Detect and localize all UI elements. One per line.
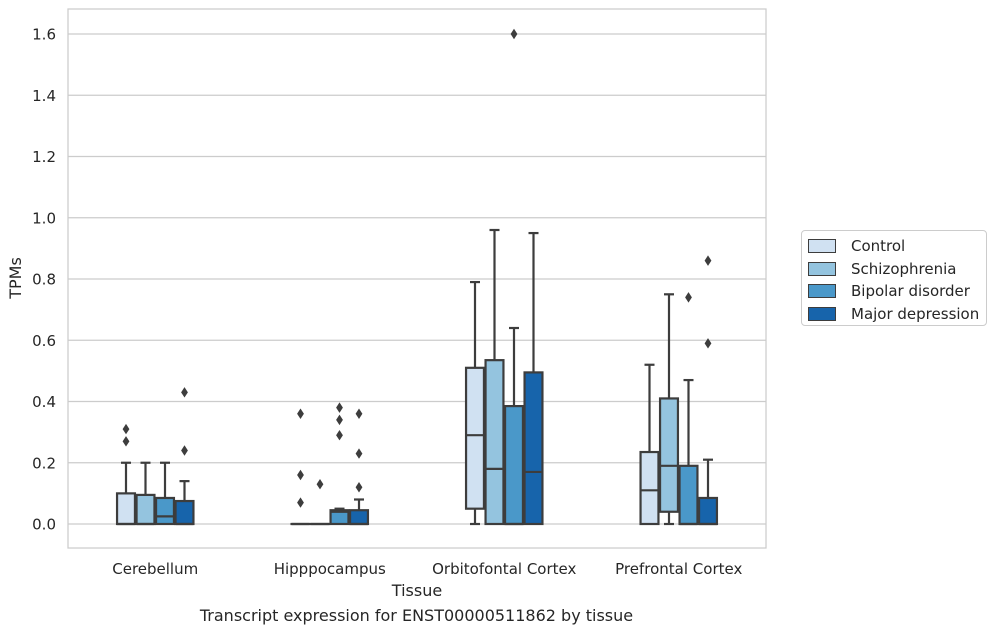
legend-item: Bipolar disorder: [808, 280, 986, 303]
box-control: [290, 408, 311, 526]
legend-label: Bipolar disorder: [851, 282, 970, 301]
outlier-point: [355, 482, 363, 493]
outlier-point: [704, 255, 712, 266]
box-body: [154, 496, 176, 526]
y-tick-label: 1.6: [32, 26, 56, 44]
outlier-point: [297, 408, 304, 419]
box-body: [523, 371, 544, 526]
box-bipolar-disorder: [329, 402, 350, 526]
outlier-point: [297, 469, 304, 481]
y-axis-label: TPMs: [6, 257, 25, 300]
y-tick-label: 1.0: [32, 209, 56, 227]
legend-label: Schizophrenia: [851, 259, 957, 278]
box-body: [697, 496, 719, 526]
chart-caption: Transcript expression for ENST0000051186…: [199, 606, 634, 625]
box-body: [174, 499, 195, 526]
outlier-point: [181, 387, 188, 398]
box-body: [329, 509, 350, 526]
x-tick-labels: Cerebellum Hipppocampus Orbitofontal Corte…: [112, 560, 742, 578]
outlier-point: [316, 478, 324, 490]
outlier-point: [704, 338, 712, 349]
outlier-point: [122, 436, 130, 447]
box-control: [639, 363, 660, 526]
legend-swatch: [808, 306, 836, 321]
box-bipolar-disorder: [503, 28, 525, 526]
outlier-point: [122, 423, 130, 435]
y-tick-label: 1.4: [32, 87, 56, 105]
legend-item: Major depression: [808, 303, 986, 326]
box-schizophrenia: [484, 228, 505, 526]
legend-label: Major depression: [851, 304, 980, 323]
box-body: [503, 404, 525, 526]
y-tick-label: 1.2: [32, 148, 56, 166]
box-body: [678, 464, 699, 526]
boxes: [115, 28, 719, 526]
box-body: [639, 450, 660, 526]
box-major-depression: [174, 387, 195, 526]
outlier-point: [297, 497, 304, 508]
box-body: [658, 397, 680, 513]
x-tick-label: Cerebellum: [112, 560, 198, 578]
legend-item: Schizophrenia: [808, 258, 986, 281]
grid-lines: [68, 33, 766, 525]
plot-frame: [67, 8, 767, 549]
x-tick-label: Orbitofontal Cortex: [432, 560, 576, 578]
legend-swatch: [808, 239, 836, 254]
legend: Control Schizophrenia Bipolar disorder Majo…: [801, 230, 987, 326]
outlier-point: [355, 448, 363, 459]
box-schizophrenia: [135, 461, 156, 526]
outlier-point: [685, 292, 692, 303]
box-major-depression: [523, 231, 544, 526]
box-schizophrenia: [658, 293, 680, 526]
outlier-point: [336, 414, 343, 426]
outlier-point: [355, 408, 363, 419]
box-major-depression: [348, 408, 370, 526]
box-body: [135, 493, 156, 526]
y-tick-label: 0.2: [32, 454, 56, 472]
x-tick-label: Prefrontal Cortex: [615, 560, 742, 578]
legend-label: Control: [851, 237, 906, 256]
box-bipolar-disorder: [678, 292, 699, 526]
box-body: [484, 359, 505, 526]
y-tick-labels: 0.0 0.2 0.4 0.6 0.8 1.0 1.2 1.4 1.6: [32, 26, 56, 534]
box-schizophrenia: [309, 478, 331, 526]
y-tick-label: 0.0: [32, 516, 56, 534]
legend-swatch: [808, 284, 836, 299]
box-body: [115, 492, 137, 526]
outlier-point: [336, 402, 343, 413]
box-body: [464, 366, 486, 510]
box-body: [348, 509, 370, 526]
x-axis-label: Tissue: [391, 581, 442, 600]
y-tick-label: 0.8: [32, 271, 56, 289]
box-bipolar-disorder: [154, 461, 176, 526]
legend-item: Control: [808, 235, 986, 258]
y-tick-label: 0.6: [32, 332, 56, 350]
y-tick-label: 0.4: [32, 393, 56, 411]
x-tick-label: Hipppocampus: [274, 560, 386, 578]
outlier-point: [181, 445, 188, 456]
box-major-depression: [697, 255, 719, 526]
box-control: [115, 423, 137, 526]
box-control: [464, 280, 486, 526]
outlier-point: [336, 429, 343, 441]
legend-swatch: [808, 261, 836, 276]
outlier-point: [510, 28, 518, 40]
